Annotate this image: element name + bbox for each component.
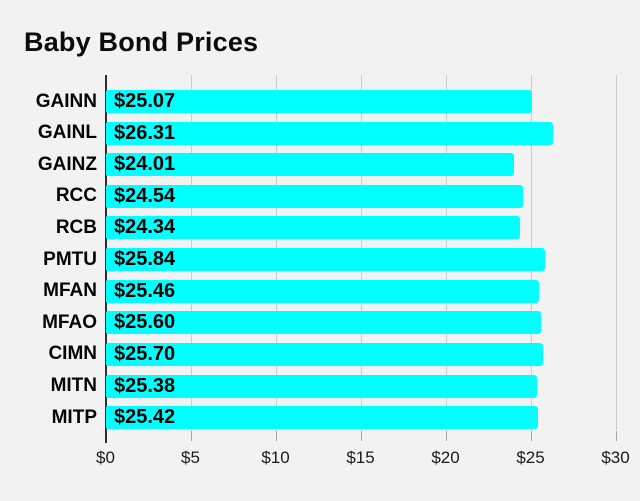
bar-value-label: $24.01 — [114, 153, 176, 176]
bar-row-label: MITP — [51, 406, 97, 428]
bar-value-label: $25.42 — [114, 406, 176, 429]
x-tick-label: $15 — [346, 448, 375, 467]
bar: $25.42 — [106, 406, 539, 430]
x-axis-baseline — [104, 75, 107, 443]
x-tick — [615, 431, 617, 441]
bar-value-label: $25.70 — [114, 342, 176, 365]
x-tick — [190, 431, 192, 441]
bar-row-label: RCC — [55, 185, 97, 207]
bar-row-label: MFAO — [42, 311, 97, 333]
bar: $25.46 — [106, 279, 539, 303]
bar-row-label: MITN — [50, 375, 97, 397]
x-tick-label: $20 — [431, 448, 460, 467]
x-tick-label: $5 — [181, 448, 200, 467]
bar-value-label: $25.84 — [114, 248, 176, 271]
x-tick — [275, 431, 277, 441]
bar-row-label: PMTU — [43, 248, 97, 270]
bar-row-label: RCB — [55, 216, 97, 238]
bar: $25.84 — [106, 248, 546, 272]
chart-title: Baby Bond Prices — [24, 27, 259, 57]
x-tick — [445, 431, 447, 441]
bar: $25.70 — [106, 342, 543, 366]
bar-row-label: GAINL — [37, 122, 97, 144]
bar-value-label: $25.46 — [114, 279, 176, 302]
bar-row-label: GAINZ — [37, 153, 97, 175]
bar-value-label: $25.07 — [114, 90, 176, 112]
x-tick — [530, 431, 532, 441]
bar-value-label: $24.34 — [114, 216, 176, 239]
bar: $25.38 — [106, 374, 538, 398]
x-tick-label: $30 — [601, 448, 630, 467]
bar: $24.01 — [106, 153, 515, 177]
bar-row-label: CIMN — [48, 343, 97, 365]
bar-value-label: $24.54 — [114, 184, 176, 207]
bar-value-label: $25.38 — [114, 374, 176, 397]
bar: $25.60 — [106, 311, 542, 335]
x-tick-label: $25 — [516, 448, 545, 467]
x-tick-label: $0 — [96, 448, 115, 467]
bar: $24.54 — [106, 184, 524, 208]
bar: $25.07 — [106, 90, 533, 113]
bar: $24.34 — [106, 216, 520, 240]
bar-row-label: GAINN — [35, 90, 97, 112]
bar-value-label: $25.60 — [114, 311, 176, 334]
x-tick-label: $10 — [261, 448, 290, 467]
bar: $26.31 — [106, 121, 554, 145]
bar-value-label: $26.31 — [114, 121, 176, 144]
x-gridline — [615, 75, 617, 430]
bar-row-label: MFAN — [43, 280, 97, 302]
x-tick — [360, 431, 362, 441]
